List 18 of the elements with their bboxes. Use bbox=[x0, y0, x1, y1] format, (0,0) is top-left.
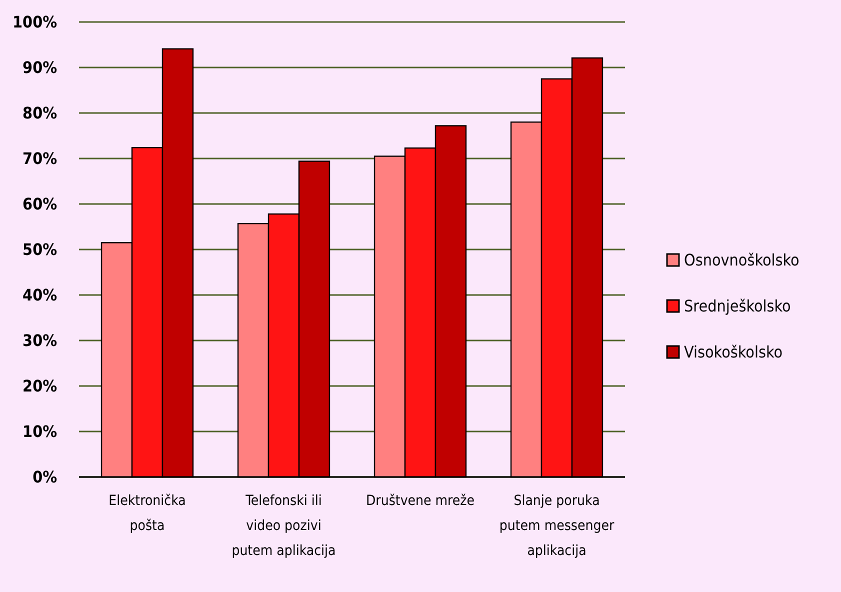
y-tick-label: 80% bbox=[22, 104, 57, 123]
y-tick-label: 50% bbox=[22, 240, 57, 260]
y-tick-label: 90% bbox=[22, 58, 57, 78]
x-tick-label: Društvene mreže bbox=[366, 493, 475, 509]
y-tick-label: 10% bbox=[22, 422, 57, 442]
legend-label: Srednješkolsko bbox=[684, 296, 792, 316]
y-tick-label: 60% bbox=[22, 194, 57, 214]
y-tick-label: 70% bbox=[22, 149, 57, 168]
legend-label: Visokoškolsko bbox=[684, 342, 783, 362]
y-tick-label: 20% bbox=[22, 376, 57, 396]
legend-label: Osnovnoškolsko bbox=[684, 250, 800, 270]
y-tick-label: 100% bbox=[12, 12, 57, 32]
y-tick-label: 40% bbox=[22, 286, 57, 305]
x-tick-label: Elektronička pošta bbox=[108, 493, 186, 534]
y-tick-label: 30% bbox=[22, 331, 57, 350]
y-tick-label: 0% bbox=[32, 468, 57, 487]
x-tick-label: Telefonski ili video pozivi putem aplikacija bbox=[232, 493, 336, 559]
x-tick-label: Slanje poruka putem messenger aplikacija bbox=[499, 493, 615, 559]
